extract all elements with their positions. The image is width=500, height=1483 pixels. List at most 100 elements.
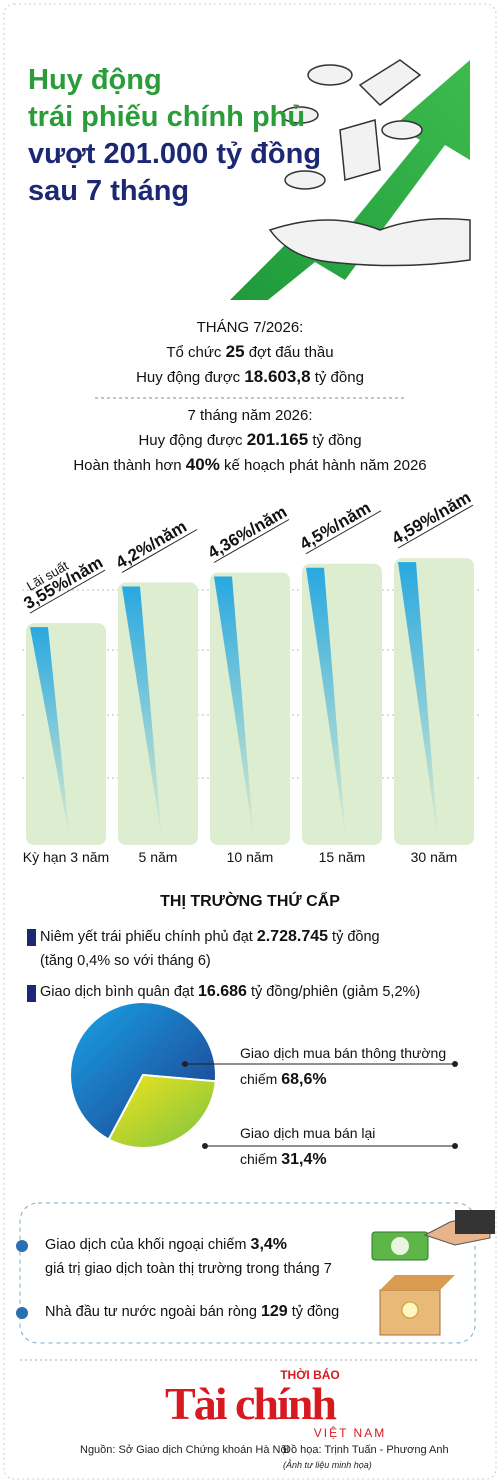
highlight: 18.603,8 xyxy=(244,367,311,386)
text: Giao dịch của khối ngoại chiếm xyxy=(45,1237,247,1253)
text-line: Huy động được 201.165 tỷ đồng xyxy=(0,428,500,453)
text: Huy động được xyxy=(136,369,241,386)
credit: Đồ họa: Trịnh Tuấn - Phương Anh xyxy=(283,1444,449,1456)
text-line: Hoàn thành hơn 40% kế hoạch phát hành nă… xyxy=(0,453,500,478)
list-item: Niêm yết trái phiếu chính phủ đạt 2.728.… xyxy=(40,925,420,973)
text: Giao dịch bình quân đạt xyxy=(40,984,194,1000)
bar-accent xyxy=(398,562,438,841)
month-summary: THÁNG 7/2026: Tổ chức 25 đợt đấu thầu Huy … xyxy=(0,316,500,390)
value-label: 4,5%/năm xyxy=(297,498,374,554)
text: kế hoạch phát hành năm 2026 xyxy=(223,457,427,474)
value-label: 4,2%/năm xyxy=(113,517,190,573)
value-label: 4,36%/năm xyxy=(205,502,291,562)
text-line: Giao dịch bình quân đạt 16.686 tỷ đồng/p… xyxy=(40,980,420,1004)
text-line: 7 tháng năm 2026: xyxy=(0,404,500,428)
value-label: 31,4% xyxy=(281,1151,327,1168)
text: tỷ đồng xyxy=(314,369,364,386)
pie-label: Giao dịch mua bán lại chiếm 31,4% xyxy=(240,1120,375,1173)
text-line: Niêm yết trái phiếu chính phủ đạt 2.728.… xyxy=(40,925,420,949)
bar-accent xyxy=(30,627,70,841)
text: Niêm yết trái phiếu chính phủ đạt xyxy=(40,929,253,945)
leader-dot xyxy=(452,1143,458,1149)
x-tick-label: 15 năm xyxy=(319,849,366,865)
category: Giao dịch mua bán lại xyxy=(240,1125,376,1141)
photo-note: (Ảnh tư liệu minh họa) xyxy=(283,1460,372,1470)
highlight: 2.728.745 xyxy=(256,928,329,945)
bullet xyxy=(27,929,36,946)
pie-label: Giao dịch mua bán thông thường chiếm 68,6… xyxy=(240,1040,446,1093)
bar-accent xyxy=(306,567,346,841)
text-line: (tăng 0,4% so với tháng 6) xyxy=(40,949,420,973)
text-line: THÁNG 7/2026: xyxy=(0,316,500,340)
section-title: THỊ TRƯỜNG THỨ CẤP xyxy=(160,893,340,910)
frame xyxy=(3,3,497,1480)
logo-top: THỜI BÁO xyxy=(280,1368,340,1382)
bar-accent xyxy=(214,576,254,841)
text: tỷ đồng xyxy=(291,1304,340,1320)
text: (tăng 0,4% so với tháng 6) xyxy=(40,953,211,969)
leader-dot xyxy=(182,1061,188,1067)
text-line: Nhà đầu tư nước ngoài bán ròng 129 tỷ đồ… xyxy=(45,1300,339,1324)
x-tick-label: 30 năm xyxy=(411,849,458,865)
x-tick-label: 10 năm xyxy=(227,849,274,865)
box xyxy=(19,1202,476,1344)
prefix: chiếm xyxy=(240,1151,278,1167)
text: Nhà đầu tư nước ngoài bán ròng xyxy=(45,1304,257,1320)
highlight: 201.165 xyxy=(246,430,309,449)
x-tick-label: 5 năm xyxy=(139,849,178,865)
logo: THỜI BÁO Tài chính VIỆT NAM xyxy=(0,1368,500,1440)
highlight: 16.686 xyxy=(198,983,247,1000)
pie-slice xyxy=(107,1073,217,1149)
share: chiếm 31,4% xyxy=(240,1146,375,1173)
title-line: sau 7 tháng xyxy=(28,175,190,207)
prefix: chiếm xyxy=(240,1071,278,1087)
coins xyxy=(268,59,471,267)
title: Huy động trái phiếu chính phủ vượt 201.000… xyxy=(28,62,321,210)
list-item: Nhà đầu tư nước ngoài bán ròng 129 tỷ đồ… xyxy=(45,1300,339,1324)
bar-accent xyxy=(122,586,162,841)
text: tỷ đồng xyxy=(312,432,362,449)
bullet xyxy=(27,985,36,1002)
title-line: Huy động xyxy=(28,64,162,96)
share: chiếm 68,6% xyxy=(240,1066,446,1093)
text-line: Tổ chức 25 đợt đấu thầu xyxy=(0,340,500,365)
secondary-items: Niêm yết trái phiếu chính phủ đạt 2.728.… xyxy=(40,925,420,1011)
source: Nguồn: Sở Giao dịch Chứng khoán Hà Nội xyxy=(80,1444,290,1456)
leader xyxy=(397,504,474,549)
value-label: 4,59%/năm xyxy=(389,488,475,548)
title-line: trái phiếu chính phủ xyxy=(28,101,306,133)
money-icon xyxy=(371,1210,495,1336)
text: 7 tháng năm 2026: xyxy=(187,407,313,424)
logo-bottom: VIỆT NAM xyxy=(313,1426,387,1440)
highlight: 25 xyxy=(225,342,245,361)
list-item: Giao dịch bình quân đạt 16.686 tỷ đồng/p… xyxy=(40,980,420,1004)
leader xyxy=(121,529,198,573)
pie-chart xyxy=(69,1001,458,1149)
text: tỷ đồng/phiên (giảm 5,2%) xyxy=(250,984,421,1000)
leader xyxy=(213,519,290,563)
pie-slice xyxy=(69,1001,217,1141)
text: tỷ đồng xyxy=(332,929,380,945)
value-label: 68,6% xyxy=(281,1071,327,1088)
category: Giao dịch mua bán thông thường xyxy=(240,1045,447,1061)
logo-main: Tài chính xyxy=(165,1378,337,1429)
text: giá trị giao dịch toàn thị trường trong … xyxy=(45,1261,332,1277)
text: đợt đấu thầu xyxy=(248,344,334,361)
text: Tổ chức xyxy=(166,344,222,361)
text: THÁNG 7/2026: xyxy=(196,319,304,336)
foreign-items: Giao dịch của khối ngoại chiếm 3,4% giá t… xyxy=(45,1233,339,1343)
title-line: vượt 201.000 tỷ đồng xyxy=(28,138,322,170)
ytd-summary: 7 tháng năm 2026: Huy động được 201.165 t… xyxy=(0,404,500,478)
text: Hoàn thành hơn xyxy=(73,457,182,474)
text-line: giá trị giao dịch toàn thị trường trong … xyxy=(45,1257,339,1281)
x-tick-label: Kỳ hạn 3 năm xyxy=(23,849,109,865)
text: Huy động được xyxy=(138,432,243,449)
highlight: 3,4% xyxy=(250,1236,288,1253)
leader-dot xyxy=(202,1143,208,1149)
leader-dot xyxy=(452,1061,458,1067)
text-line: Huy động được 18.603,8 tỷ đồng xyxy=(0,365,500,390)
list-item: Giao dịch của khối ngoại chiếm 3,4% giá t… xyxy=(45,1233,339,1281)
